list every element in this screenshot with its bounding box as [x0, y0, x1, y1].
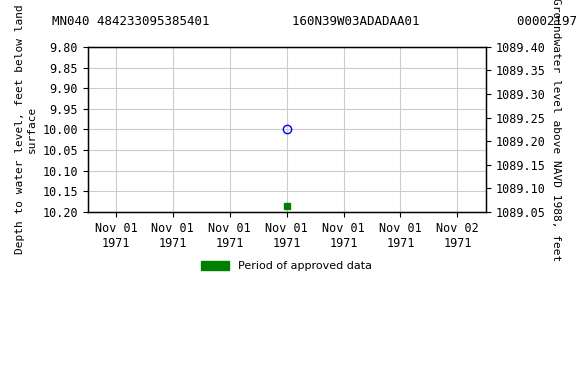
Text: MN040 484233095385401           160N39W03ADADAA01             0000219731: MN040 484233095385401 160N39W03ADADAA01 … — [52, 15, 576, 28]
Legend: Period of approved data: Period of approved data — [197, 256, 377, 276]
Y-axis label: Groundwater level above NAVD 1988, feet: Groundwater level above NAVD 1988, feet — [551, 0, 561, 261]
Y-axis label: Depth to water level, feet below land
surface: Depth to water level, feet below land su… — [15, 5, 37, 254]
